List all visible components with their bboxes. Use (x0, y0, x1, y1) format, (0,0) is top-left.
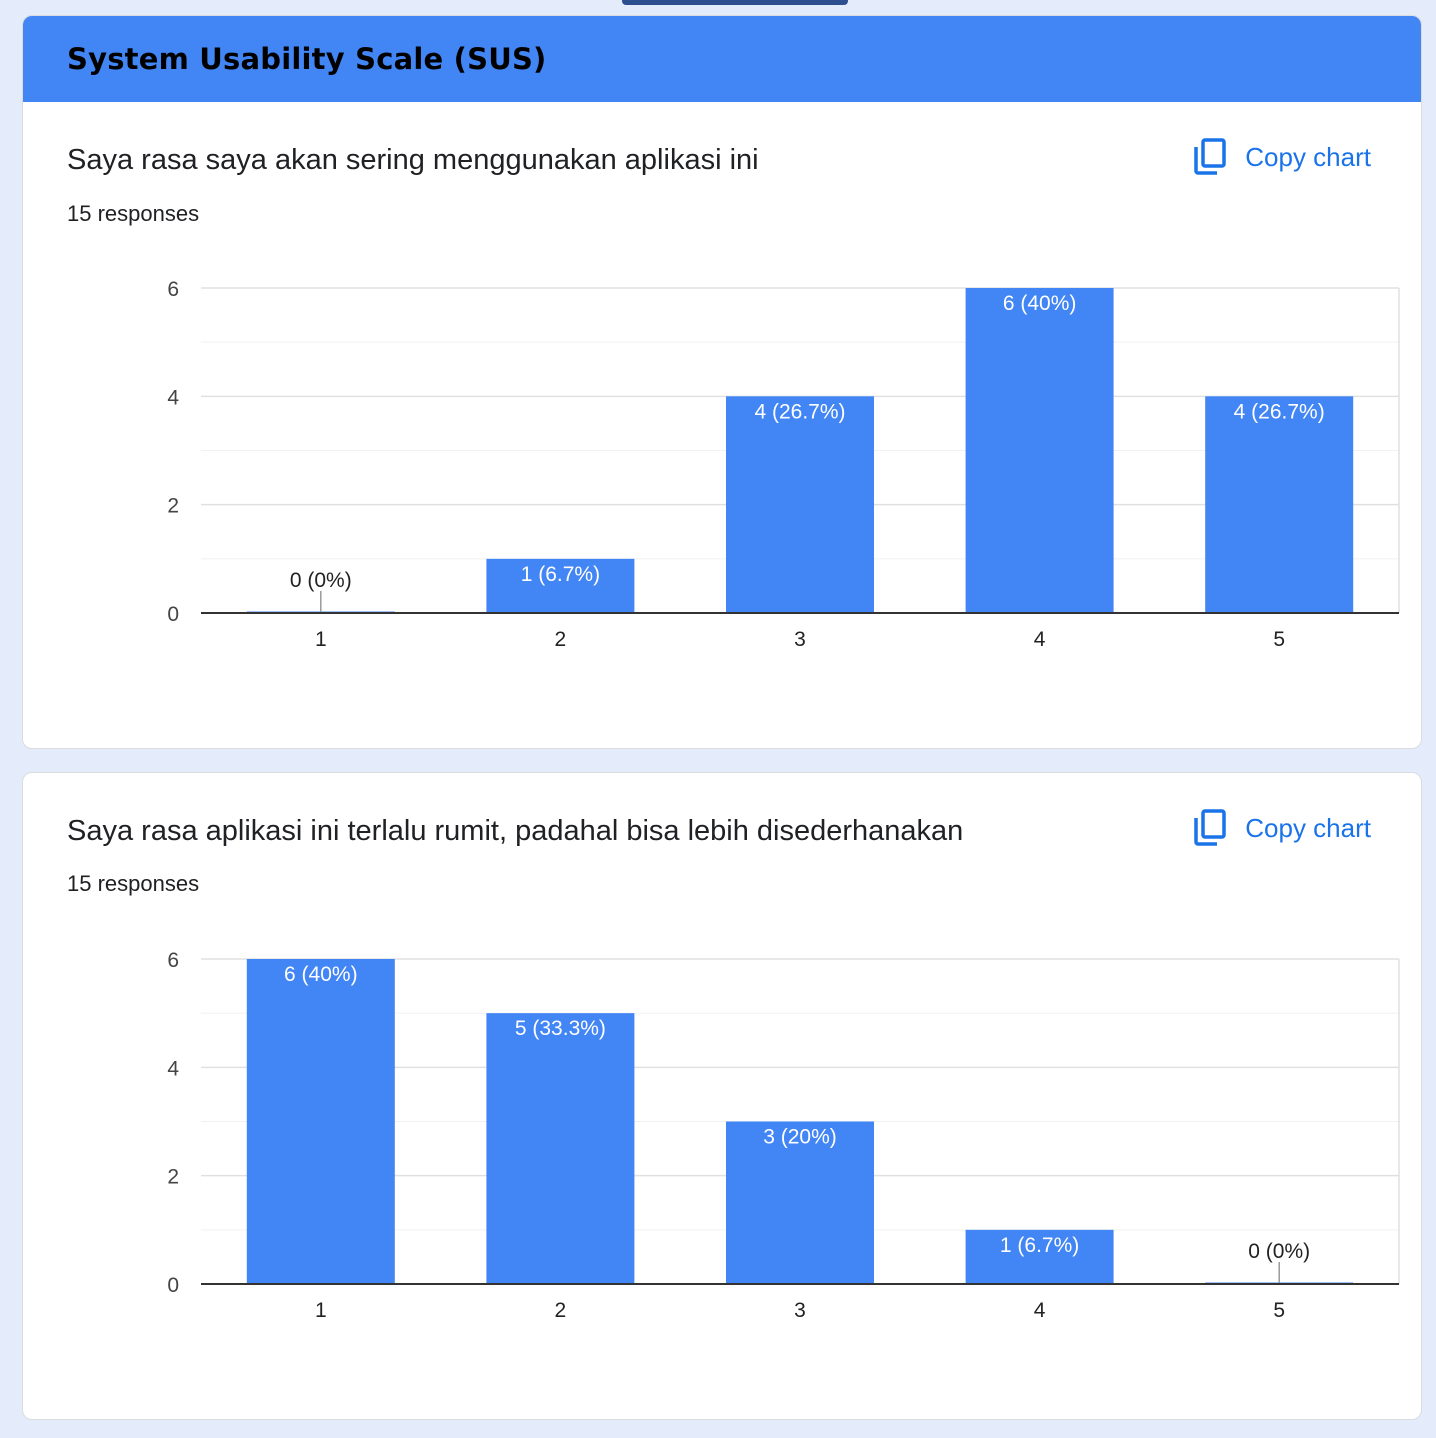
sus-section-card: System Usability Scale (SUS) Saya rasa s… (22, 15, 1422, 749)
response-count: 15 responses (67, 871, 200, 896)
bar-chart: 0 2 4 6 0 (0%) 1 1 (6.7%) 2 4 (26.7%) 3 6 (40%) 4 4 … (167, 278, 1400, 651)
x-tick-label: 3 (794, 1299, 806, 1322)
y-tick-label: 4 (167, 1057, 179, 1080)
bar (965, 1229, 1114, 1284)
x-tick-label: 5 (1273, 1299, 1285, 1322)
data-label: 5 (33.3%) (515, 1017, 606, 1040)
data-label: 6 (40%) (1003, 292, 1077, 315)
bar-chart: 0 2 4 6 6 (40%) 1 5 (33.3%) 2 3 (20%) 3 1 (6.7%) 4 0… (167, 949, 1400, 1322)
x-tick-label: 2 (555, 1299, 567, 1322)
bar (726, 396, 874, 613)
data-label: 1 (6.7%) (521, 563, 600, 586)
copy-chart-label: Copy chart (1245, 141, 1371, 172)
y-tick-label: 2 (167, 1166, 179, 1189)
data-label: 6 (40%) (284, 963, 358, 986)
x-tick-label: 1 (315, 1299, 327, 1322)
data-label: 0 (0%) (290, 569, 352, 592)
response-count: 15 responses (67, 201, 200, 226)
y-tick-label: 0 (167, 603, 179, 626)
data-label: 4 (26.7%) (754, 400, 845, 423)
y-tick-label: 2 (167, 495, 179, 518)
x-tick-label: 5 (1273, 628, 1285, 651)
copy-chart-button[interactable]: Copy chart (1193, 809, 1371, 847)
section-header: System Usability Scale (SUS) (23, 16, 1421, 102)
x-tick-label: 4 (1034, 628, 1046, 651)
question-title: Saya rasa aplikasi ini terlalu rumit, pa… (67, 815, 964, 847)
y-tick-label: 0 (167, 1274, 179, 1297)
x-tick-label: 4 (1034, 1299, 1046, 1322)
top-tab-indicator (622, 0, 848, 5)
data-label: 3 (20%) (763, 1126, 837, 1149)
data-label: 0 (0%) (1248, 1240, 1310, 1263)
bar (1205, 396, 1354, 613)
question-card: Saya rasa aplikasi ini terlalu rumit, pa… (22, 772, 1422, 1420)
bar (486, 1013, 635, 1284)
copy-chart-label: Copy chart (1245, 812, 1371, 843)
copy-icon (1193, 809, 1227, 847)
x-tick-label: 2 (555, 628, 567, 651)
data-label: 1 (6.7%) (1000, 1234, 1079, 1257)
x-tick-label: 3 (794, 628, 806, 651)
copy-chart-button[interactable]: Copy chart (1193, 138, 1371, 176)
question-title: Saya rasa saya akan sering menggunakan a… (67, 144, 759, 176)
data-label: 4 (26.7%) (1234, 400, 1325, 423)
y-tick-label: 6 (167, 278, 179, 301)
bar (486, 558, 635, 613)
x-tick-label: 1 (315, 628, 327, 651)
bar (965, 288, 1114, 613)
section-title: System Usability Scale (SUS) (67, 42, 547, 76)
bar (246, 959, 395, 1284)
copy-icon (1193, 138, 1227, 176)
y-tick-label: 6 (167, 949, 179, 972)
bar (726, 1121, 874, 1284)
y-tick-label: 4 (167, 386, 179, 409)
